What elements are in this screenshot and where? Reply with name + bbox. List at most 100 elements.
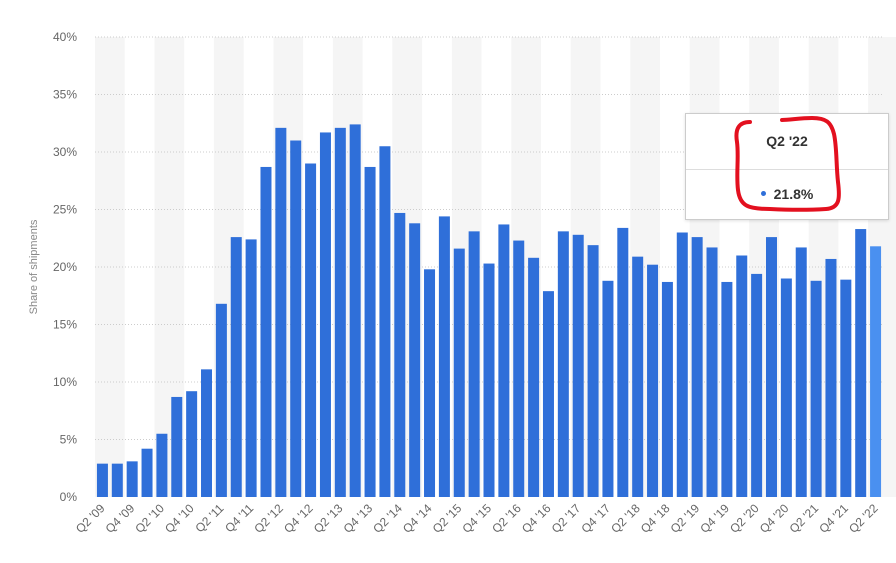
bar[interactable] [765,237,777,497]
bar[interactable] [409,223,421,498]
y-axis-tick-labels: 0% 5% 10% 15% 20% 25% 30% 35% 40% [53,30,77,504]
bar[interactable] [156,433,168,497]
bar[interactable] [736,255,748,498]
bar[interactable] [364,166,376,497]
bar[interactable] [721,281,733,497]
x-tick-label: Q4 '13 [341,501,376,536]
bar[interactable] [424,269,436,497]
bar[interactable] [780,278,792,498]
bar[interactable] [171,396,183,497]
bar[interactable] [215,303,227,497]
y-tick-label: 35% [53,88,77,102]
bar[interactable] [111,463,123,497]
x-tick-label: Q4 '10 [162,501,197,536]
x-tick-label: Q4 '15 [459,501,494,536]
bars [96,124,882,498]
bar[interactable] [230,237,242,497]
y-tick-label: 10% [53,375,77,389]
bar[interactable] [186,391,198,497]
bar[interactable] [319,132,331,497]
tooltip-title: Q2 '22 [686,114,888,170]
bar[interactable] [483,263,495,497]
bar[interactable] [260,166,272,497]
y-tick-label: 20% [53,260,77,274]
x-tick-label: Q2 '10 [132,501,167,536]
x-tick-label: Q2 '19 [668,501,703,536]
x-tick-label: Q4 '16 [519,501,554,536]
x-tick-label: Q2 '16 [489,501,524,536]
x-tick-label: Q4 '14 [400,501,435,536]
bar[interactable] [468,231,480,497]
bar[interactable] [691,237,703,497]
x-tick-label: Q4 '09 [103,501,138,536]
bar[interactable] [870,246,882,497]
bar[interactable] [394,212,406,497]
bar[interactable] [126,461,138,497]
x-tick-label: Q4 '17 [578,501,613,536]
bar[interactable] [825,258,837,497]
x-tick-label: Q4 '18 [638,501,673,536]
bar[interactable] [453,248,465,497]
x-tick-label: Q4 '11 [222,501,256,535]
background-band [95,37,125,497]
bar[interactable] [513,240,525,498]
bar[interactable] [572,234,584,498]
x-tick-label: Q4 '19 [697,501,732,536]
bar[interactable] [751,273,763,497]
y-axis-title: Share of shipments [28,219,40,314]
bar[interactable] [275,127,287,497]
tooltip: Q2 '22 21.8% [685,113,889,220]
bar[interactable] [498,224,510,497]
bar[interactable] [141,448,153,497]
bar[interactable] [810,280,822,497]
bar[interactable] [661,281,673,497]
y-tick-label: 30% [53,145,77,159]
y-tick-label: 0% [60,490,78,504]
x-tick-label: Q2 '09 [73,501,108,536]
x-tick-label: Q2 '18 [608,501,643,536]
x-tick-label: Q2 '17 [549,501,584,536]
x-tick-label: Q2 '11 [192,501,226,535]
x-tick-label: Q2 '20 [727,501,762,536]
bar[interactable] [676,232,688,498]
bar[interactable] [632,256,644,497]
bar[interactable] [349,124,361,498]
y-tick-label: 25% [53,203,77,217]
bar[interactable] [245,239,257,497]
x-tick-label: Q2 '12 [251,501,286,536]
x-tick-label: Q2 '13 [311,501,346,536]
bar[interactable] [305,163,317,498]
bar[interactable] [542,291,554,497]
x-tick-label: Q2 '15 [430,501,465,536]
bar[interactable] [201,369,213,497]
tooltip-value: 21.8% [773,186,814,202]
bar[interactable] [587,245,599,497]
bar[interactable] [706,247,718,497]
y-tick-label: 5% [60,433,78,447]
x-tick-label: Q4 '12 [281,501,316,536]
bar[interactable] [840,279,852,497]
bar[interactable] [647,264,659,497]
x-tick-label: Q2 '14 [370,501,405,536]
series-dot-icon [760,190,766,196]
bar[interactable] [528,257,540,497]
tooltip-body: 21.8% [686,170,888,219]
x-tick-label: Q4 '20 [757,501,792,536]
x-tick-label: Q2 '21 [787,501,822,536]
bar[interactable] [290,140,302,498]
bar[interactable] [602,280,614,497]
y-tick-label: 15% [53,318,77,332]
bar[interactable] [438,216,450,497]
x-tick-label: Q4 '21 [816,501,851,536]
x-tick-label: Q2 '22 [846,501,881,536]
bar[interactable] [379,146,391,497]
bar[interactable] [96,463,108,497]
bar[interactable] [557,231,569,497]
bar[interactable] [795,247,807,497]
bar[interactable] [855,229,867,498]
y-tick-label: 40% [53,30,77,44]
bar[interactable] [617,227,629,497]
bar[interactable] [334,127,346,497]
